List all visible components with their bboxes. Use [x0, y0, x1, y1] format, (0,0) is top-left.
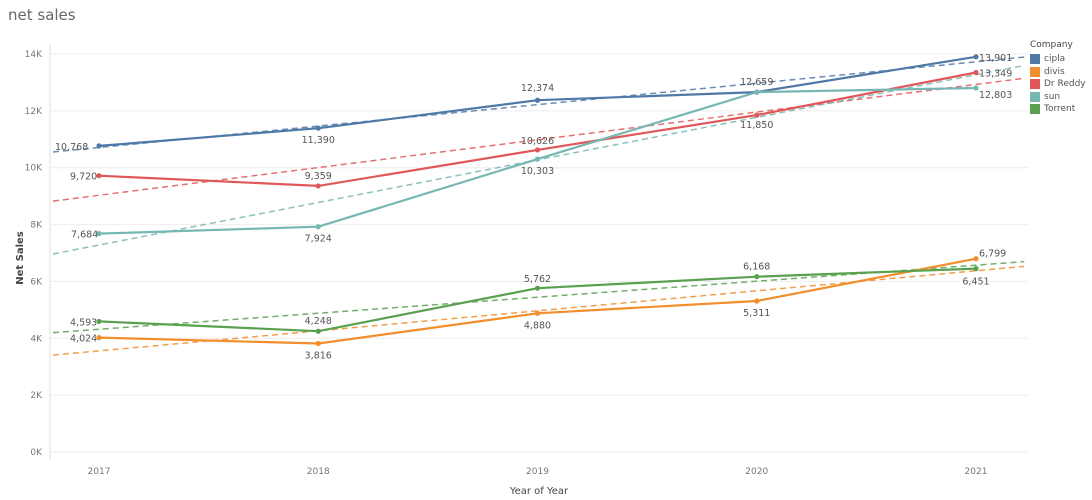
- legend-item[interactable]: divis: [1030, 66, 1086, 79]
- data-point[interactable]: [96, 318, 102, 325]
- x-tick-label: 2019: [526, 467, 549, 477]
- legend: Company cipla divis Dr Reddy sun Torrent: [1030, 40, 1086, 116]
- data-label: 4,024: [70, 334, 97, 345]
- data-point[interactable]: [534, 285, 541, 291]
- y-tick-label: 10K: [25, 164, 43, 174]
- data-point[interactable]: [534, 310, 541, 316]
- data-label: 5,311: [743, 308, 770, 319]
- data-label: 7,684: [71, 230, 98, 241]
- legend-label: Dr Reddy: [1044, 79, 1086, 90]
- data-label: 7,924: [305, 234, 332, 245]
- data-label: 6,451: [962, 277, 989, 288]
- grid-lines: [50, 53, 1028, 453]
- x-tick-label: 2021: [965, 467, 988, 477]
- data-point[interactable]: [973, 54, 979, 60]
- legend-item[interactable]: cipla: [1030, 53, 1086, 66]
- data-point[interactable]: [315, 183, 321, 189]
- legend-label: Torrent: [1044, 104, 1076, 115]
- data-label: 6,799: [979, 249, 1006, 260]
- x-tick-label: 2017: [88, 467, 111, 477]
- data-label: 5,762: [524, 274, 551, 285]
- data-point[interactable]: [96, 230, 102, 237]
- y-tick-label: 6K: [30, 277, 43, 287]
- data-label: 13,349: [979, 69, 1012, 80]
- data-point[interactable]: [534, 156, 541, 162]
- legend-swatch: [1030, 66, 1040, 77]
- y-tick-label: 0K: [30, 448, 43, 458]
- legend-label: divis: [1044, 66, 1065, 77]
- data-label: 4,593: [70, 317, 97, 328]
- data-label: 4,248: [305, 316, 332, 327]
- x-tick-label: 2018: [307, 467, 330, 477]
- legend-item[interactable]: sun: [1030, 91, 1086, 104]
- data-point[interactable]: [973, 256, 979, 262]
- y-axis-label: Net Sales: [15, 231, 26, 285]
- x-axis: 2017 2018 2019 2020 2021: [88, 467, 988, 477]
- data-point[interactable]: [315, 125, 321, 131]
- data-point[interactable]: [96, 173, 102, 179]
- legend-item[interactable]: Torrent: [1030, 103, 1086, 116]
- data-label: 6,168: [743, 262, 770, 273]
- data-point[interactable]: [754, 298, 760, 304]
- legend-swatch: [1030, 79, 1040, 90]
- y-tick-label: 14K: [25, 50, 43, 60]
- data-point[interactable]: [754, 89, 760, 95]
- data-point[interactable]: [96, 143, 102, 149]
- data-label: 9,359: [305, 171, 332, 182]
- data-label: 10,768: [55, 142, 88, 153]
- legend-swatch: [1030, 104, 1040, 115]
- legend-swatch: [1030, 54, 1040, 65]
- data-point[interactable]: [96, 335, 102, 341]
- data-point[interactable]: [534, 97, 541, 103]
- data-point[interactable]: [754, 112, 760, 118]
- legend-title: Company: [1030, 40, 1073, 50]
- x-axis-label: Year of Year: [509, 486, 569, 497]
- series-points: [96, 54, 979, 347]
- y-tick-label: 2K: [30, 391, 43, 401]
- data-point[interactable]: [315, 328, 321, 334]
- data-label: 9,720: [70, 172, 97, 183]
- data-label: 12,374: [521, 83, 554, 94]
- data-point[interactable]: [315, 224, 321, 230]
- legend-item[interactable]: Dr Reddy: [1030, 78, 1086, 91]
- y-tick-label: 12K: [25, 107, 43, 117]
- y-tick-label: 8K: [30, 221, 43, 231]
- data-point[interactable]: [973, 69, 979, 76]
- data-label: 12,659: [740, 77, 773, 88]
- data-label: 4,880: [524, 320, 551, 331]
- data-label: 10,303: [521, 166, 554, 177]
- data-label: 10,626: [521, 136, 554, 147]
- data-point[interactable]: [315, 340, 321, 347]
- data-label: 3,816: [305, 351, 332, 362]
- data-labels: 10,768 11,390 12,374 12,659 13,901 4,024 3,816…: [55, 53, 1012, 362]
- legend-swatch: [1030, 91, 1040, 102]
- data-label: 12,803: [979, 90, 1012, 101]
- legend-label: cipla: [1044, 54, 1066, 65]
- data-point[interactable]: [973, 85, 979, 91]
- data-label: 11,850: [740, 120, 773, 131]
- data-point[interactable]: [534, 147, 541, 153]
- data-point[interactable]: [754, 274, 760, 280]
- y-tick-label: 4K: [30, 334, 43, 344]
- y-axis: 0K 2K 4K 6K 8K 10K 12K 14K: [25, 44, 51, 460]
- data-label: 11,390: [302, 135, 335, 146]
- x-tick-label: 2020: [745, 467, 768, 477]
- legend-label: sun: [1044, 91, 1061, 102]
- data-label: 13,901: [979, 53, 1012, 64]
- data-point[interactable]: [973, 266, 979, 272]
- chart-title: net sales: [8, 6, 76, 24]
